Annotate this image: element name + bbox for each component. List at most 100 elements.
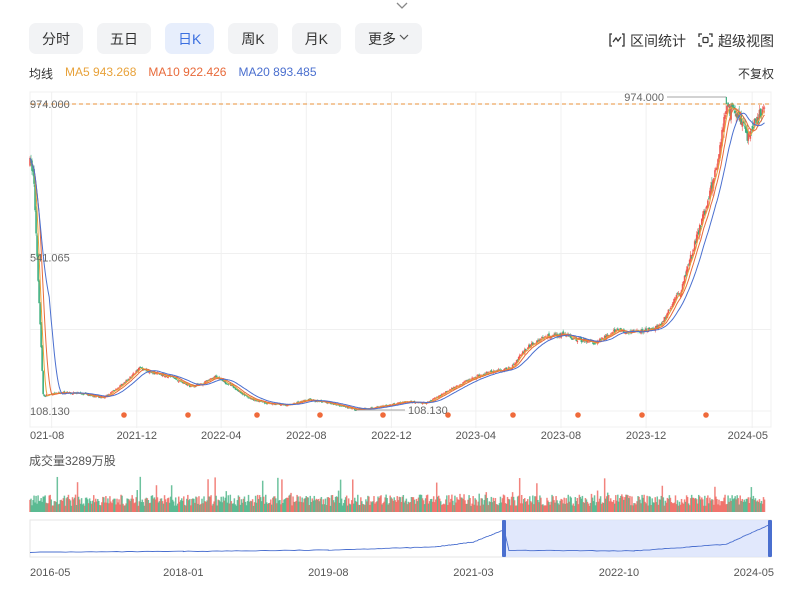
volume-bar: [418, 494, 421, 512]
tab-weekly-k[interactable]: 周K: [228, 23, 278, 54]
volume-bar: [704, 495, 706, 512]
volume-bar: [339, 479, 342, 512]
volume-bar: [157, 502, 160, 512]
event-dot: [380, 412, 386, 418]
candle-body: [664, 318, 667, 319]
candle-body: [586, 340, 589, 343]
volume-bar: [605, 496, 608, 512]
volume-bar: [634, 503, 636, 512]
tab-more[interactable]: 更多: [355, 23, 423, 54]
volume-bar: [73, 497, 76, 512]
volume-bar: [143, 505, 146, 512]
volume-bar: [546, 497, 548, 512]
volume-bar: [606, 492, 609, 512]
event-dot: [121, 412, 127, 418]
candle-body: [605, 334, 608, 339]
candle-body: [713, 178, 715, 184]
candle-body: [603, 335, 606, 339]
volume-bar: [469, 497, 471, 512]
super-view-button[interactable]: 超级视图: [698, 31, 774, 51]
volume-bar: [755, 501, 758, 512]
tab-intraday[interactable]: 分时: [29, 23, 83, 54]
candle-body: [758, 109, 761, 119]
volume-bar: [280, 504, 282, 512]
volume-bar: [184, 504, 186, 512]
candle-body: [552, 335, 554, 337]
candle-body: [256, 400, 259, 402]
candle-body: [520, 354, 523, 356]
candle-body: [35, 210, 37, 234]
candle-body: [215, 375, 217, 378]
volume-bar: [695, 499, 698, 512]
volume-bar: [176, 503, 179, 512]
volume-bar: [621, 494, 623, 512]
candle-body: [690, 257, 693, 258]
candle-body: [721, 130, 723, 147]
candle-body: [598, 339, 601, 341]
x-tick-label: 021-08: [30, 430, 64, 442]
tab-daily-k[interactable]: 日K: [165, 23, 215, 54]
candle-body: [210, 378, 212, 380]
candle-body: [541, 336, 543, 339]
volume-bar: [664, 500, 667, 512]
volume-bar: [109, 496, 111, 512]
range-stats-button[interactable]: 区间统计: [609, 31, 686, 51]
volume-bar: [291, 505, 293, 512]
collapse-chevron-icon[interactable]: [395, 0, 409, 12]
tab-monthly-k[interactable]: 月K: [291, 23, 342, 54]
candle-body: [452, 387, 454, 390]
volume-bar: [320, 496, 323, 512]
volume-bar: [153, 497, 156, 512]
volume-bar: [559, 500, 561, 512]
volume-bar: [511, 492, 514, 512]
candle-body: [132, 373, 134, 376]
candle-body: [660, 323, 663, 326]
volume-bar: [515, 505, 518, 512]
volume-bar: [492, 497, 495, 512]
volume-bar: [145, 497, 148, 512]
candle-body: [176, 380, 179, 382]
volume-bar: [628, 498, 630, 512]
navigator: 2016-05 2018-01 2019-08 2021-03 2022-10 2024-…: [29, 519, 774, 579]
candle-body: [100, 397, 102, 399]
volume-bar: [466, 503, 468, 512]
candle-body: [449, 389, 451, 391]
volume-bar: [225, 491, 228, 512]
volume-bar: [581, 495, 584, 512]
volume-bar: [717, 504, 719, 512]
volume-bar: [488, 501, 491, 512]
x-tick-label: 2021-12: [117, 430, 157, 442]
candle-body: [527, 345, 530, 349]
volume-bar: [736, 495, 738, 512]
candle-body: [659, 324, 662, 326]
navigator-handle-right: [768, 520, 772, 557]
candle-body: [682, 281, 685, 285]
candle-body: [730, 105, 732, 120]
volume-bar: [434, 499, 437, 512]
volume-bar: [435, 482, 438, 512]
volume-bar: [189, 498, 191, 512]
volume-bar: [301, 497, 303, 512]
volume-bar: [739, 495, 741, 512]
candle-body: [431, 399, 434, 401]
volume-bar: [59, 500, 62, 512]
volume-bar: [270, 499, 272, 512]
volume-bar: [483, 500, 486, 512]
adjustment-selector[interactable]: 不复权: [737, 67, 774, 81]
volume-bar: [735, 499, 737, 512]
volume-bar: [43, 496, 45, 512]
volume-bar: [442, 504, 444, 512]
candle-body: [338, 405, 341, 407]
candle-body: [684, 274, 687, 277]
candle-body: [137, 369, 140, 372]
tab-five-day[interactable]: 五日: [97, 23, 151, 54]
volume-bar: [45, 502, 47, 512]
volume-bar: [734, 496, 736, 512]
candle-body: [705, 210, 707, 214]
volume-bar: [710, 500, 712, 512]
candle-body: [698, 224, 701, 236]
volume-bar: [528, 504, 530, 512]
period-tabs: 分时 五日 日K 周K 月K 更多: [29, 23, 423, 54]
volume-bar: [400, 501, 403, 512]
